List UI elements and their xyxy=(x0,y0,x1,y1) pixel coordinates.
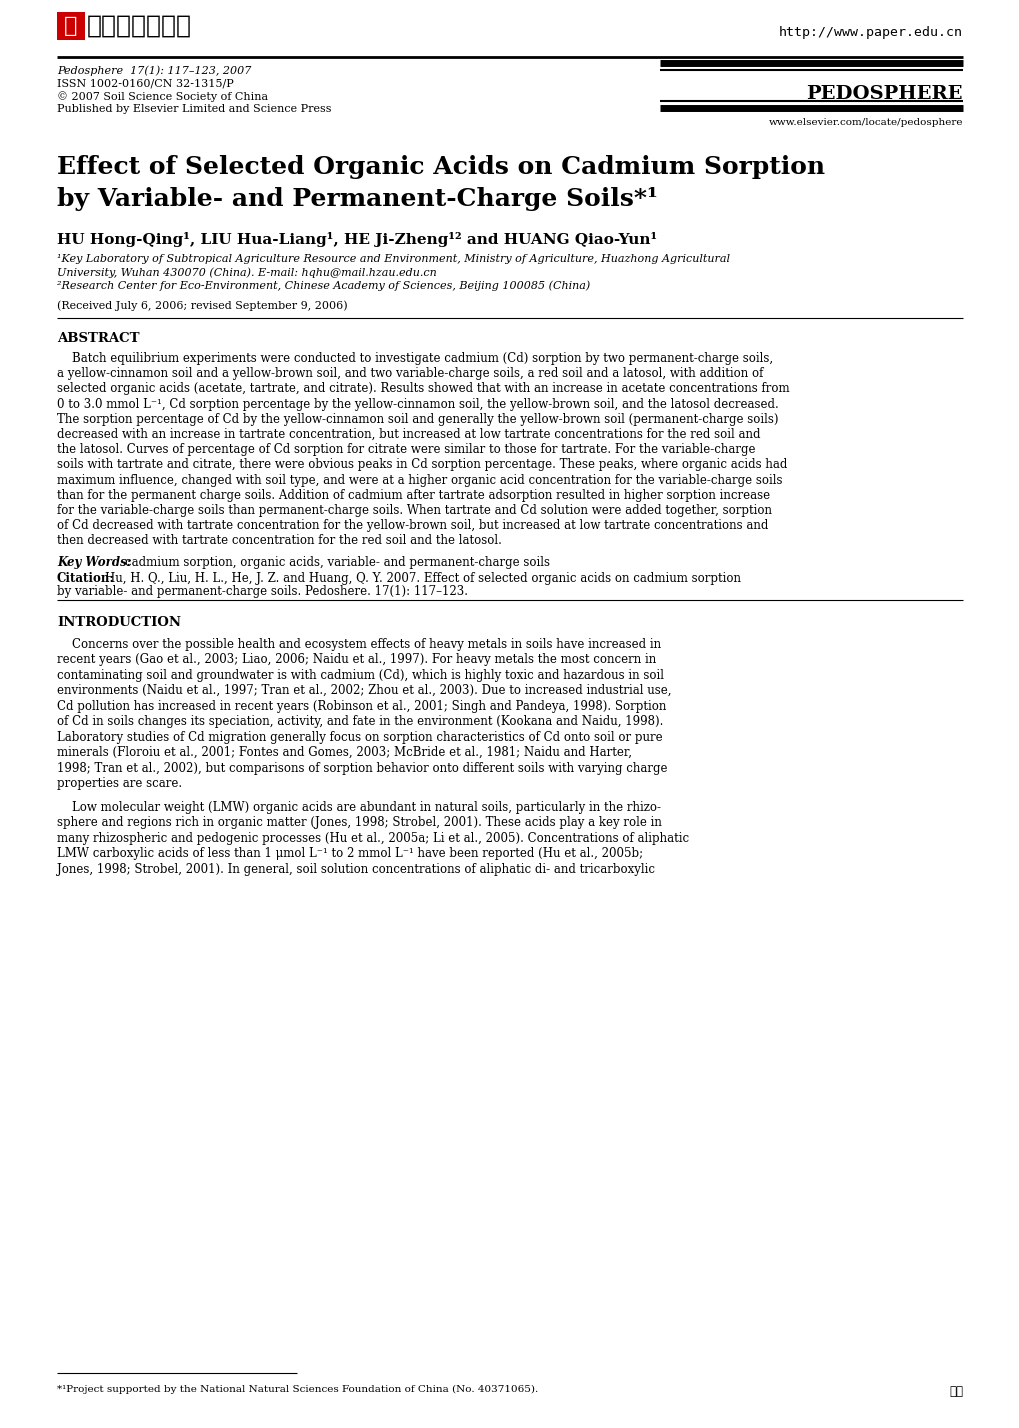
Text: Jones, 1998; Strobel, 2001). In general, soil solution concentrations of aliphat: Jones, 1998; Strobel, 2001). In general,… xyxy=(57,863,654,875)
Text: ABSTRACT: ABSTRACT xyxy=(57,331,140,346)
Text: sphere and regions rich in organic matter (Jones, 1998; Strobel, 2001). These ac: sphere and regions rich in organic matte… xyxy=(57,815,661,830)
Text: a yellow-cinnamon soil and a yellow-brown soil, and two variable-charge soils, a: a yellow-cinnamon soil and a yellow-brow… xyxy=(57,367,762,380)
Text: Hu, H. Q., Liu, H. L., He, J. Z. and Huang, Q. Y. 2007. Effect of selected organ: Hu, H. Q., Liu, H. L., He, J. Z. and Hua… xyxy=(105,571,740,584)
Text: the latosol. Curves of percentage of Cd sorption for citrate were similar to tho: the latosol. Curves of percentage of Cd … xyxy=(57,443,755,456)
Text: University, Wuhan 430070 (China). E-mail: hqhu@mail.hzau.edu.cn: University, Wuhan 430070 (China). E-mail… xyxy=(57,267,436,277)
Text: INTRODUCTION: INTRODUCTION xyxy=(57,615,180,628)
Text: Effect of Selected Organic Acids on Cadmium Sorption: Effect of Selected Organic Acids on Cadm… xyxy=(57,156,824,178)
Text: recent years (Gao et al., 2003; Liao, 2006; Naidu et al., 1997). For heavy metal: recent years (Gao et al., 2003; Liao, 20… xyxy=(57,653,655,665)
Text: cadmium sorption, organic acids, variable- and permanent-charge soils: cadmium sorption, organic acids, variabl… xyxy=(125,555,549,568)
Text: by variable- and permanent-charge soils. Pedoshere. 17(1): 117–123.: by variable- and permanent-charge soils.… xyxy=(57,584,468,597)
Text: contaminating soil and groundwater is with cadmium (Cd), which is highly toxic a: contaminating soil and groundwater is wi… xyxy=(57,668,663,681)
Text: Pedosphere  17(1): 117–123, 2007: Pedosphere 17(1): 117–123, 2007 xyxy=(57,66,251,76)
Text: The sorption percentage of Cd by the yellow-cinnamon soil and generally the yell: The sorption percentage of Cd by the yel… xyxy=(57,413,777,426)
Text: minerals (Floroiu et al., 2001; Fontes and Gomes, 2003; McBride et al., 1981; Na: minerals (Floroiu et al., 2001; Fontes a… xyxy=(57,745,632,760)
Text: © 2007 Soil Science Society of China: © 2007 Soil Science Society of China xyxy=(57,91,268,101)
Text: soils with tartrate and citrate, there were obvious peaks in Cd sorption percent: soils with tartrate and citrate, there w… xyxy=(57,458,787,471)
Text: PEDOSPHERE: PEDOSPHERE xyxy=(806,86,962,103)
Text: (Received July 6, 2006; revised September 9, 2006): (Received July 6, 2006; revised Septembe… xyxy=(57,300,347,310)
Text: by Variable- and Permanent-Charge Soils*¹: by Variable- and Permanent-Charge Soils*… xyxy=(57,187,657,211)
Text: then decreased with tartrate concentration for the red soil and the latosol.: then decreased with tartrate concentrati… xyxy=(57,534,501,547)
Text: than for the permanent charge soils. Addition of cadmium after tartrate adsorpti: than for the permanent charge soils. Add… xyxy=(57,488,769,501)
Text: for the variable-charge soils than permanent-charge soils. When tartrate and Cd : for the variable-charge soils than perma… xyxy=(57,504,771,517)
Text: LMW carboxylic acids of less than 1 μmol L⁻¹ to 2 mmol L⁻¹ have been reported (H: LMW carboxylic acids of less than 1 μmol… xyxy=(57,847,643,860)
Text: maximum influence, changed with soil type, and were at a higher organic acid con: maximum influence, changed with soil typ… xyxy=(57,474,782,487)
Text: Laboratory studies of Cd migration generally focus on sorption characteristics o: Laboratory studies of Cd migration gener… xyxy=(57,731,662,744)
Text: 国科技论文在线: 国科技论文在线 xyxy=(87,14,192,39)
Text: selected organic acids (acetate, tartrate, and citrate). Results showed that wit: selected organic acids (acetate, tartrat… xyxy=(57,383,789,396)
Text: ²Research Center for Eco-Environment, Chinese Academy of Sciences, Beijing 10008: ²Research Center for Eco-Environment, Ch… xyxy=(57,280,590,290)
Text: decreased with an increase in tartrate concentration, but increased at low tartr: decreased with an increase in tartrate c… xyxy=(57,428,760,441)
Text: www.elsevier.com/locate/pedosphere: www.elsevier.com/locate/pedosphere xyxy=(767,119,962,127)
Text: of Cd in soils changes its speciation, activity, and fate in the environment (Ko: of Cd in soils changes its speciation, a… xyxy=(57,715,662,728)
Text: *¹Project supported by the National Natural Sciences Foundation of China (No. 40: *¹Project supported by the National Natu… xyxy=(57,1385,538,1394)
FancyBboxPatch shape xyxy=(57,11,85,40)
Text: ISSN 1002-0160/CN 32-1315/P: ISSN 1002-0160/CN 32-1315/P xyxy=(57,79,233,89)
Text: many rhizospheric and pedogenic processes (Hu et al., 2005a; Li et al., 2005). C: many rhizospheric and pedogenic processe… xyxy=(57,831,689,844)
Text: Citation:: Citation: xyxy=(57,571,115,584)
Text: 0 to 3.0 mmol L⁻¹, Cd sorption percentage by the yellow-cinnamon soil, the yello: 0 to 3.0 mmol L⁻¹, Cd sorption percentag… xyxy=(57,397,777,411)
Text: 转载: 转载 xyxy=(948,1385,962,1398)
Text: of Cd decreased with tartrate concentration for the yellow-brown soil, but incre: of Cd decreased with tartrate concentrat… xyxy=(57,520,767,533)
Text: Cd pollution has increased in recent years (Robinson et al., 2001; Singh and Pan: Cd pollution has increased in recent yea… xyxy=(57,700,665,713)
Text: Batch equilibrium experiments were conducted to investigate cadmium (Cd) sorptio: Batch equilibrium experiments were condu… xyxy=(57,351,772,366)
Text: ¹Key Laboratory of Subtropical Agriculture Resource and Environment, Ministry of: ¹Key Laboratory of Subtropical Agricultu… xyxy=(57,254,730,264)
Text: properties are scare.: properties are scare. xyxy=(57,777,182,790)
Text: environments (Naidu et al., 1997; Tran et al., 2002; Zhou et al., 2003). Due to : environments (Naidu et al., 1997; Tran e… xyxy=(57,684,671,697)
Text: Key Words:: Key Words: xyxy=(57,555,131,568)
Text: Concerns over the possible health and ecosystem effects of heavy metals in soils: Concerns over the possible health and ec… xyxy=(57,637,660,651)
Text: http://www.paper.edu.cn: http://www.paper.edu.cn xyxy=(779,26,962,39)
Text: Published by Elsevier Limited and Science Press: Published by Elsevier Limited and Scienc… xyxy=(57,104,331,114)
Text: 中: 中 xyxy=(64,16,77,36)
Text: HU Hong-Qing¹, LIU Hua-Liang¹, HE Ji-Zheng¹² and HUANG Qiao-Yun¹: HU Hong-Qing¹, LIU Hua-Liang¹, HE Ji-Zhe… xyxy=(57,231,656,247)
Text: 1998; Tran et al., 2002), but comparisons of sorption behavior onto different so: 1998; Tran et al., 2002), but comparison… xyxy=(57,761,666,774)
Text: Low molecular weight (LMW) organic acids are abundant in natural soils, particul: Low molecular weight (LMW) organic acids… xyxy=(57,801,660,814)
